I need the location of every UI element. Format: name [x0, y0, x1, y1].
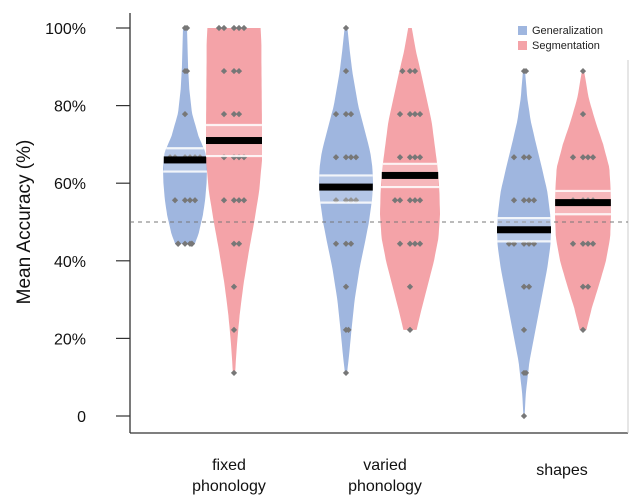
legend-swatch	[518, 26, 527, 35]
mean-bars	[163, 123, 611, 243]
y-tick-label: 40%	[54, 254, 86, 271]
data-point	[181, 240, 189, 247]
data-point	[230, 240, 238, 247]
data-point	[406, 326, 414, 333]
segmentation-violin	[380, 28, 440, 330]
mean-bar	[319, 183, 373, 191]
data-point	[235, 67, 243, 75]
mean-bar	[497, 226, 551, 234]
mean-bar	[206, 137, 262, 145]
data-point	[525, 283, 533, 290]
x-category-label: shapes	[536, 462, 588, 479]
mean-bar	[555, 199, 611, 207]
axes	[116, 13, 629, 434]
x-category-label: varied	[363, 457, 407, 474]
x-category-label: phonology	[348, 478, 422, 495]
data-point	[579, 67, 587, 75]
y-tick-label: 20%	[54, 331, 86, 348]
data-point	[230, 111, 238, 118]
data-point	[235, 197, 243, 204]
y-tick-label: 100%	[45, 21, 86, 38]
y-tick-label: 80%	[54, 99, 86, 116]
data-point	[342, 24, 350, 32]
data-point	[183, 67, 191, 75]
data-point	[406, 283, 414, 290]
legend-label: Segmentation	[532, 40, 600, 52]
legend-swatch	[518, 41, 527, 50]
y-tick-label: 60%	[54, 176, 86, 193]
data-point	[181, 111, 189, 118]
mean-bar	[381, 171, 439, 179]
data-point	[584, 283, 592, 290]
data-point	[235, 240, 243, 247]
data-point	[235, 111, 243, 118]
data-point	[191, 197, 199, 204]
data-point	[240, 197, 248, 204]
mean-bar	[163, 156, 207, 164]
data-point	[520, 283, 528, 290]
legend-label: Generalization	[532, 25, 603, 37]
data-point	[230, 67, 238, 75]
data-point	[579, 283, 587, 290]
data-point	[230, 369, 238, 377]
data-point	[171, 197, 179, 204]
data-point	[186, 197, 194, 204]
generalization-violin	[163, 28, 207, 244]
y-tick-label: 0	[77, 409, 86, 426]
data-point	[220, 111, 228, 118]
data-point	[230, 197, 238, 204]
data-point	[342, 283, 350, 290]
data-point	[520, 412, 528, 420]
x-category-label: phonology	[192, 478, 266, 495]
legend: Generalization Segmentation	[518, 25, 603, 52]
data-point	[188, 240, 196, 247]
axis-labels: 0 20% 40% 60% 80% 100% Mean Accuracy (%) fixed p…	[14, 21, 588, 495]
data-point	[181, 197, 189, 204]
y-axis-title: Mean Accuracy (%)	[14, 140, 35, 305]
data-point	[220, 197, 228, 204]
data-point	[345, 326, 352, 333]
x-category-label: fixed	[212, 457, 246, 474]
data-point	[220, 67, 228, 75]
data-point	[342, 369, 350, 377]
